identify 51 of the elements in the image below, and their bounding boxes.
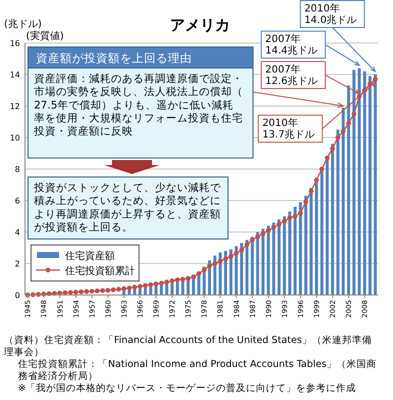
y-tick-label: 8	[14, 165, 20, 174]
y-tick-label: 4	[14, 228, 20, 237]
annotation: 2010年 13.7兆ドル	[262, 117, 315, 141]
bar	[374, 74, 377, 295]
text: (実質値)	[26, 30, 64, 42]
legend-label: 住宅投資額累計	[65, 265, 135, 277]
legend-label: 住宅資産額	[65, 250, 115, 262]
bar	[229, 249, 232, 295]
text: （資料）住宅資産額：「Financial Accounts of the United States」（米連邦準備理事会）	[4, 334, 372, 358]
annotation: 資産評価：減耗のある再調達原価で設定・市場の実勢を反映し、法人税法上の償却（27.5年で償却）よりも、遥かに低い減耗率を使用・大規模なリフォーム投資も住宅投資・資産額に反映	[33, 72, 243, 138]
bar	[282, 216, 286, 295]
heading-box: 資産額が投資額を上回る理由	[28, 46, 254, 68]
bar	[224, 250, 228, 295]
text-box: 資産評価：減耗のある再調達原価で設定・市場の実勢を反映し、法人税法上の償却（27.5年で償却）よりも、遥かに低い減耗率を使用・大規模なリフォーム投資も住宅投資・資産額に反映	[28, 68, 254, 158]
y-axis-title: (兆ドル)	[4, 18, 42, 30]
text-box: 投資がストックとして、少ない減耗で積み上がっているため、好景気などにより再調達原価が上昇すると、資産額が投資額を上回る。	[28, 176, 228, 240]
y-tick-label: 6	[14, 196, 20, 206]
y-tick-label: 12	[10, 102, 20, 111]
bar	[363, 71, 366, 295]
bar	[310, 188, 313, 295]
chart-title: アメリカ	[170, 16, 230, 34]
y-tick-label: 0	[14, 291, 20, 300]
bar	[240, 243, 244, 295]
bar	[218, 252, 222, 295]
bar	[304, 196, 308, 295]
bar	[262, 228, 264, 295]
bar	[298, 202, 302, 295]
bar	[331, 144, 334, 295]
text: ※「我が国の本格的なリバース・モーゲージの普及に向けて」を参考に作成	[18, 382, 356, 394]
bar	[245, 240, 248, 295]
bar	[294, 206, 297, 295]
annotation: 2010年 14.0兆ドル	[304, 2, 357, 26]
y-tick-label: 2	[14, 260, 20, 268]
bar	[272, 222, 276, 295]
annotation: 資産額が投資額を上回る理由	[36, 51, 192, 65]
y-tick-label: 10	[10, 134, 20, 142]
bar	[256, 232, 260, 295]
bar	[347, 86, 350, 295]
bar	[358, 68, 361, 295]
bar	[250, 236, 254, 295]
y-tick-label: 14	[10, 70, 20, 80]
annotation: 投資がストックとして、少ない減耗で積み上がっているため、好景気などにより再調達原価が上昇すると、資産額が投資額を上回る。	[33, 181, 222, 234]
bar	[352, 70, 356, 295]
bar	[368, 76, 372, 295]
bar	[336, 130, 340, 295]
annotation: 2007年 12.6兆ドル	[265, 64, 318, 88]
annotation: 2007年 14.4兆ドル	[265, 33, 318, 57]
y-tick-label: 16	[10, 39, 20, 48]
text: 住宅投資額累計：「National Income and Product Accounts Tables」（米国商務省経済分析局）	[18, 358, 377, 382]
bar	[278, 219, 281, 295]
bar	[266, 226, 270, 295]
